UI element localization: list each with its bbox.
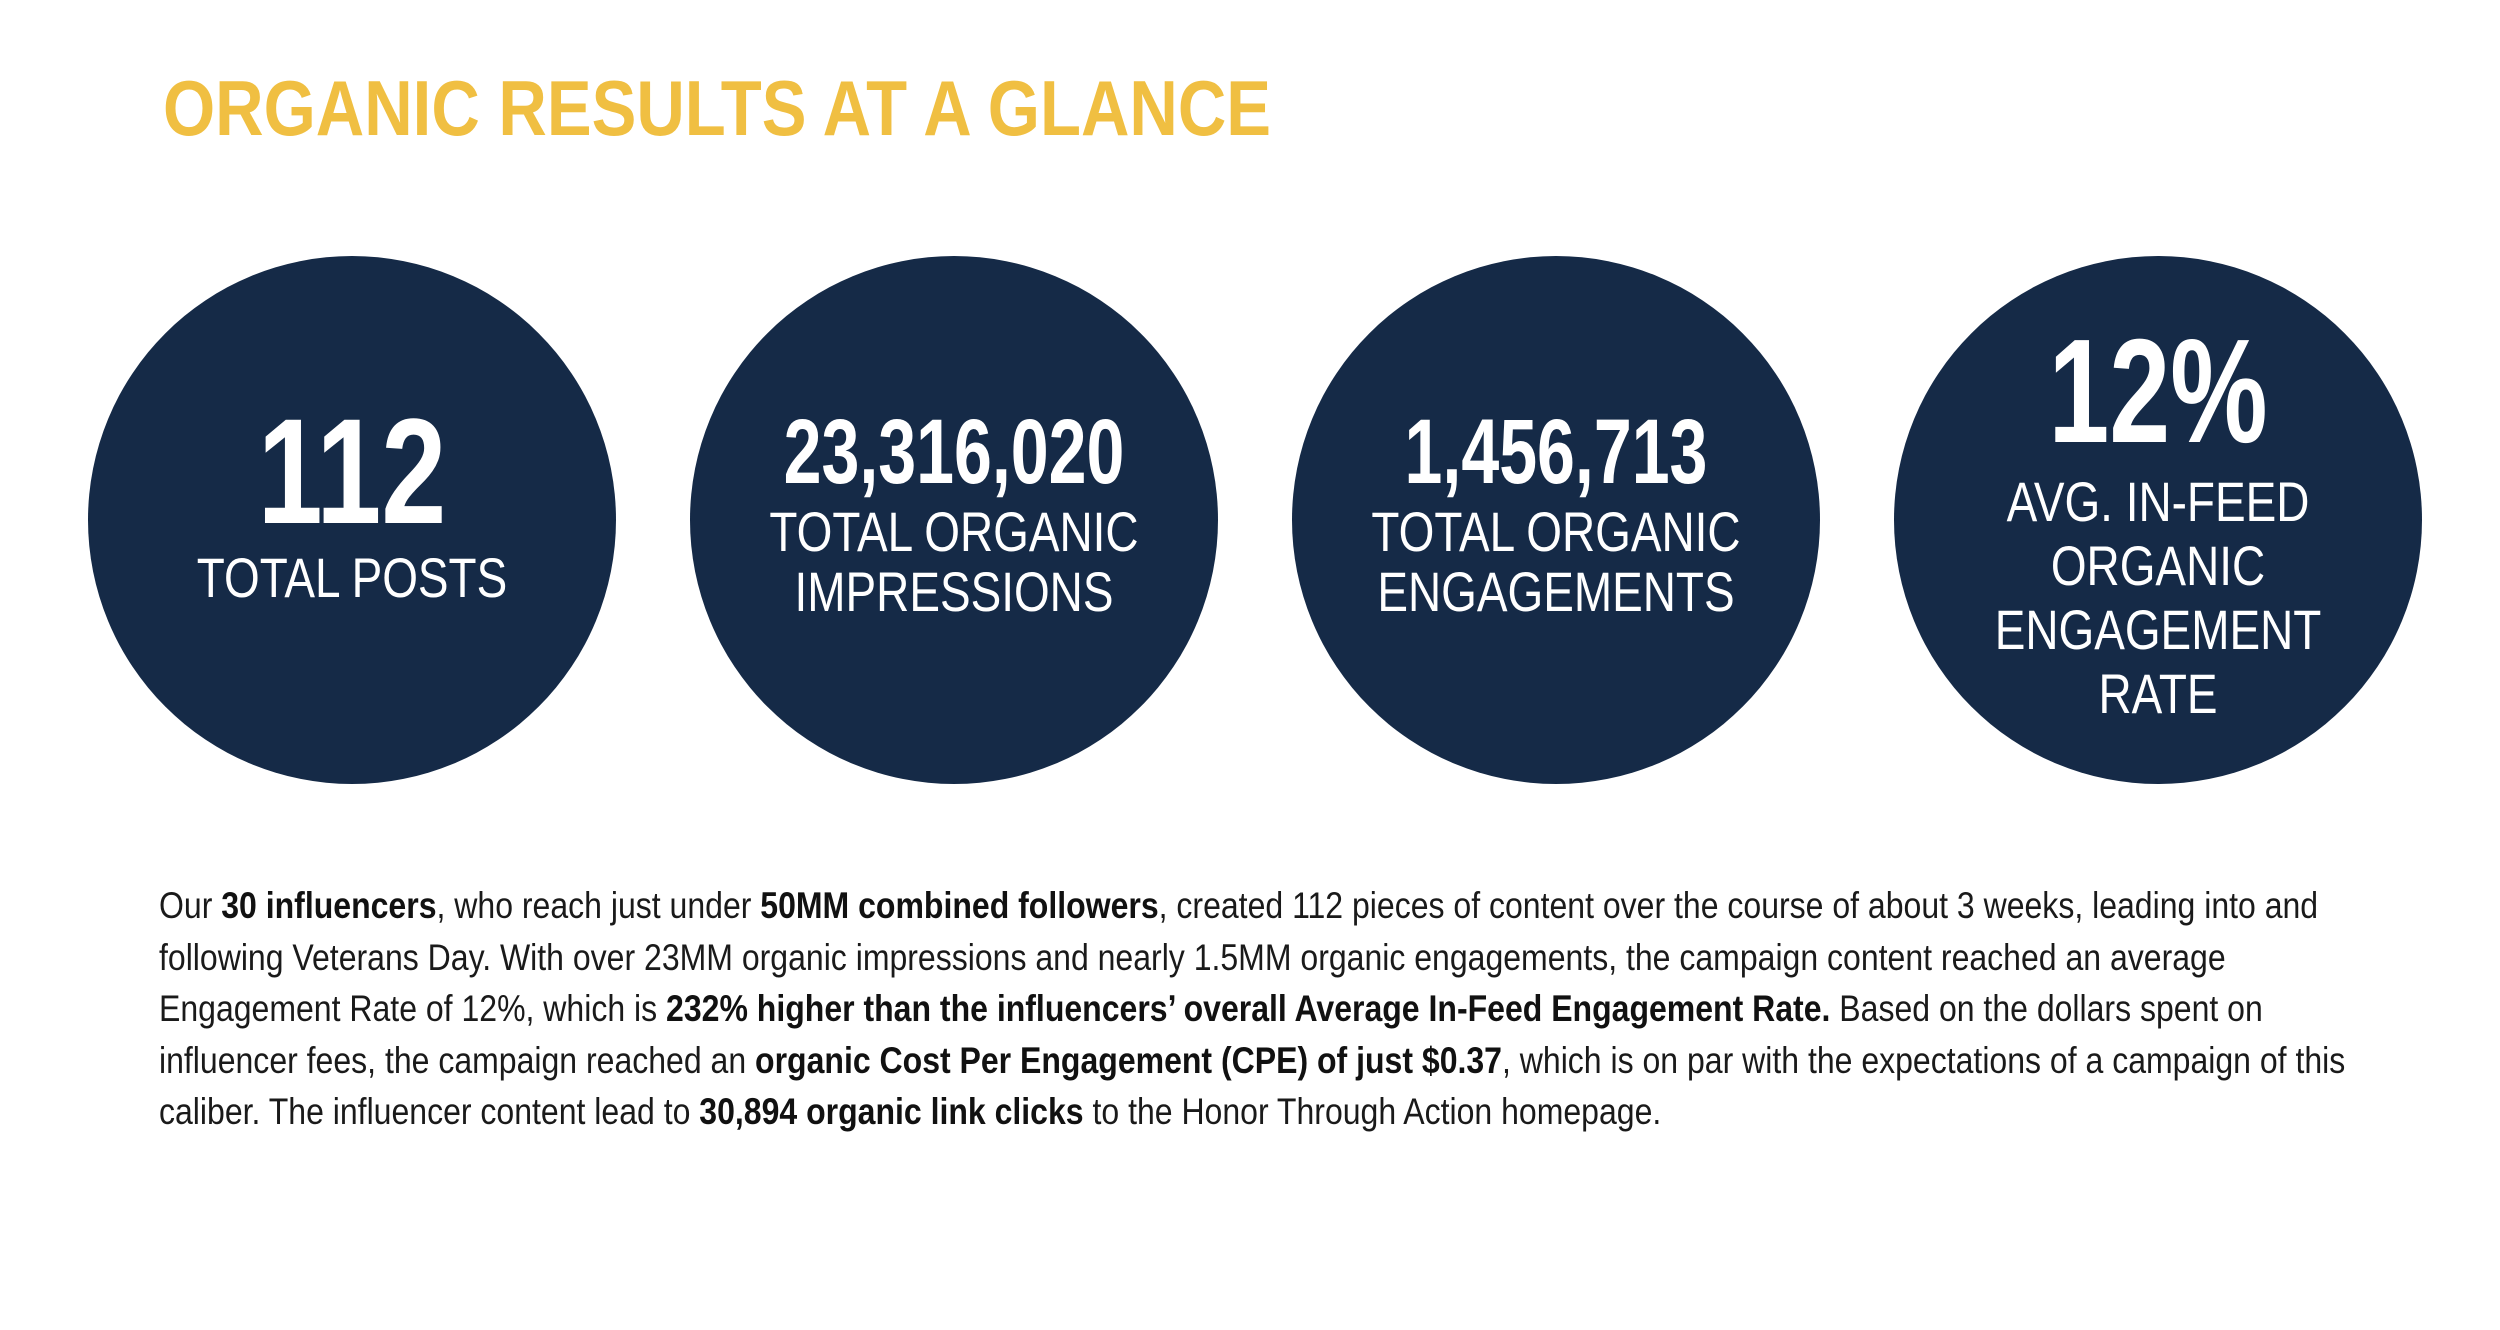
stat-label-line: IMPRESSIONS	[794, 560, 1114, 623]
stat-circle-avg-engagement-rate: 12% AVG. IN-FEED ORGANIC ENGAGEMENT RATE	[1894, 256, 2422, 784]
stat-label-line: TOTAL ORGANIC	[769, 500, 1139, 563]
summary-highlight: 30 influencers	[221, 885, 437, 926]
summary-highlight: 50MM combined followers	[760, 885, 1159, 926]
stat-value: 12%	[2048, 309, 2268, 474]
stat-label-line: ENGAGEMENTS	[1377, 560, 1735, 623]
summary-paragraph: Our 30 influencers, who reach just under…	[159, 880, 2399, 1138]
summary-highlight: 30,894 organic link clicks	[699, 1091, 1084, 1132]
stat-label-line: TOTAL POSTS	[196, 546, 508, 609]
summary-highlight: organic Cost Per Engagement (CPE) of jus…	[755, 1039, 1502, 1081]
stat-label-line: AVG. IN-FEED	[2006, 470, 2310, 533]
stat-value: 23,316,020	[783, 401, 1125, 503]
stat-value: 112	[257, 387, 447, 555]
stat-label-line: ENGAGEMENT	[1994, 598, 2322, 661]
summary-text: , created 112 pieces of content over the…	[159, 885, 2319, 1029]
page-title: ORGANIC RESULTS AT A GLANCE	[163, 64, 1272, 152]
stat-circle-total-organic-engagements: 1,456,713 TOTAL ORGANIC ENGAGEMENTS	[1292, 256, 1820, 784]
stat-label-line: ORGANIC	[2050, 534, 2266, 597]
stat-label-line: RATE	[2098, 662, 2218, 725]
stat-circle-total-posts: 112 TOTAL POSTS	[88, 256, 616, 784]
summary-text: to the Honor Through Action homepage.	[1083, 1091, 1662, 1132]
stat-circle-total-organic-impressions: 23,316,020 TOTAL ORGANIC IMPRESSIONS	[690, 256, 1218, 784]
stat-value: 1,456,713	[1404, 401, 1708, 503]
stat-label-line: TOTAL ORGANIC	[1371, 500, 1741, 563]
summary-highlight: 232% higher than the influencers’ overal…	[666, 988, 1831, 1029]
summary-text: Our	[159, 885, 222, 926]
summary-text: , who reach just under	[436, 885, 761, 926]
summary-text: Based on the dollars spent on influencer…	[159, 988, 2263, 1081]
summary-text: , which is on par with the expectations …	[159, 1039, 2346, 1133]
